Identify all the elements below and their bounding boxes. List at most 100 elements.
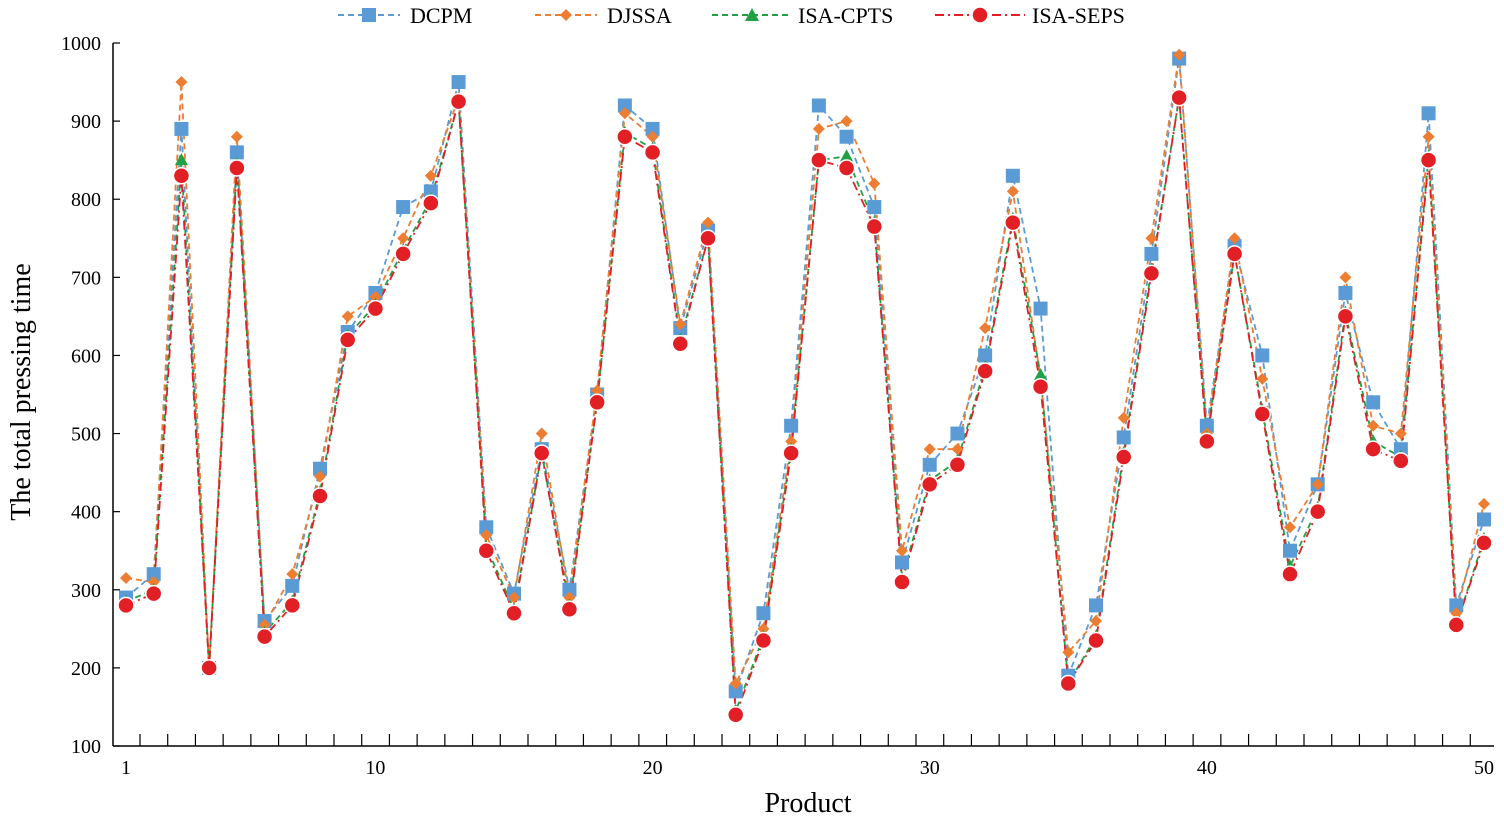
series-markers-isa-cpts (119, 90, 1491, 716)
legend-marker-djssa (560, 9, 572, 21)
data-point-djssa (896, 544, 908, 557)
legend-item-dcpm[interactable]: DCPM (338, 3, 472, 28)
data-point-isa-seps (1059, 674, 1078, 693)
data-point-isa-cpts (840, 149, 854, 162)
data-point-isa-seps (449, 92, 468, 111)
data-point-dcpm (756, 606, 771, 621)
data-point-djssa (480, 529, 493, 542)
data-point-djssa (286, 568, 299, 581)
data-point-isa-seps (920, 475, 939, 494)
data-point-djssa (1062, 646, 1075, 659)
data-point-isa-seps (1114, 448, 1133, 466)
data-point-djssa (1284, 521, 1296, 534)
series-markers-isa-seps (117, 88, 1493, 724)
data-point-dcpm (978, 348, 993, 363)
data-point-isa-seps (837, 159, 856, 177)
data-point-dcpm (451, 75, 466, 90)
data-point-djssa (1394, 427, 1407, 440)
data-point-dcpm (1005, 168, 1020, 183)
y-tick-label: 300 (71, 580, 101, 602)
data-point-isa-seps (1004, 213, 1022, 232)
x-tick-label: 10 (365, 757, 385, 779)
data-point-dcpm (146, 567, 161, 582)
data-point-dcpm (1393, 442, 1408, 457)
data-point-isa-seps (1170, 88, 1188, 107)
data-point-djssa (591, 384, 604, 397)
data-point-djssa (341, 310, 354, 323)
data-point-djssa (369, 290, 382, 303)
plot-area (117, 48, 1493, 724)
y-tick-label: 600 (71, 345, 101, 367)
data-point-djssa (1256, 372, 1269, 385)
data-point-dcpm (1283, 543, 1297, 558)
data-point-isa-seps (311, 487, 329, 505)
data-point-djssa (951, 443, 964, 456)
data-point-isa-seps (117, 596, 135, 615)
y-tick-label: 500 (71, 424, 101, 446)
series-line-isa-seps (125, 97, 1485, 716)
data-point-isa-seps (477, 541, 496, 560)
data-point-dcpm (1089, 598, 1103, 613)
data-point-djssa (508, 591, 520, 604)
data-point-isa-seps (1308, 502, 1327, 521)
data-point-djssa (618, 107, 631, 120)
data-point-isa-seps (1281, 565, 1299, 583)
data-point-djssa (230, 130, 243, 143)
data-point-isa-seps (172, 167, 191, 185)
data-point-dcpm (479, 520, 494, 535)
legend-label-isa-cpts: ISA-CPTS (798, 3, 893, 28)
data-point-dcpm (950, 426, 965, 441)
data-point-dcpm (1338, 285, 1353, 300)
legend-label-dcpm: DCPM (410, 3, 472, 28)
y-tick-label: 900 (71, 111, 101, 133)
data-point-djssa (1228, 232, 1241, 245)
data-point-djssa (175, 76, 188, 89)
series-line-djssa (125, 54, 1485, 687)
y-tick-label: 400 (71, 502, 101, 524)
data-point-isa-seps (1253, 405, 1272, 423)
data-point-dcpm (1199, 418, 1214, 433)
data-point-dcpm (1477, 512, 1491, 527)
data-point-djssa (1090, 615, 1102, 628)
legend-label-isa-seps: ISA-SEPS (1032, 3, 1125, 28)
data-point-isa-seps (1031, 377, 1050, 396)
y-axis-title: The total pressing time (6, 263, 37, 520)
data-point-isa-seps (1142, 264, 1161, 283)
data-point-isa-seps (726, 706, 745, 724)
data-point-dcpm (1449, 598, 1464, 613)
data-point-isa-seps (1198, 432, 1216, 451)
x-tick-label: 20 (643, 757, 663, 779)
data-point-dcpm (922, 457, 937, 472)
data-point-isa-seps (255, 627, 274, 646)
data-point-isa-seps (1475, 534, 1493, 552)
data-point-djssa (397, 232, 410, 245)
legend-item-isa-seps[interactable]: ISA-SEPS (935, 3, 1125, 28)
data-point-dcpm (867, 200, 882, 215)
data-point-djssa (1367, 419, 1380, 432)
data-point-djssa (812, 122, 825, 135)
data-point-djssa (314, 470, 326, 483)
data-point-dcpm (562, 582, 577, 597)
data-point-isa-seps (505, 604, 523, 622)
data-point-isa-seps (144, 584, 163, 603)
data-point-djssa (1339, 271, 1352, 284)
data-point-isa-seps (782, 444, 800, 462)
data-point-isa-seps (810, 151, 828, 169)
data-point-djssa (757, 622, 770, 635)
data-point-djssa (1117, 411, 1130, 424)
legend-item-isa-cpts[interactable]: ISA-CPTS (712, 3, 893, 28)
data-point-isa-seps (560, 600, 579, 619)
x-tick-label: 50 (1474, 757, 1494, 779)
data-point-isa-seps (228, 159, 246, 177)
data-point-djssa (1450, 607, 1463, 620)
legend-item-djssa[interactable]: DJSSA (535, 3, 672, 28)
data-point-isa-seps (283, 596, 302, 615)
data-point-djssa (1422, 130, 1435, 143)
data-point-dcpm (645, 121, 660, 136)
data-point-dcpm (784, 418, 799, 433)
data-point-dcpm (728, 684, 743, 699)
data-point-djssa (923, 443, 936, 456)
y-tick-label: 800 (71, 189, 101, 211)
data-point-dcpm (1421, 106, 1436, 121)
data-point-isa-seps (532, 444, 551, 462)
